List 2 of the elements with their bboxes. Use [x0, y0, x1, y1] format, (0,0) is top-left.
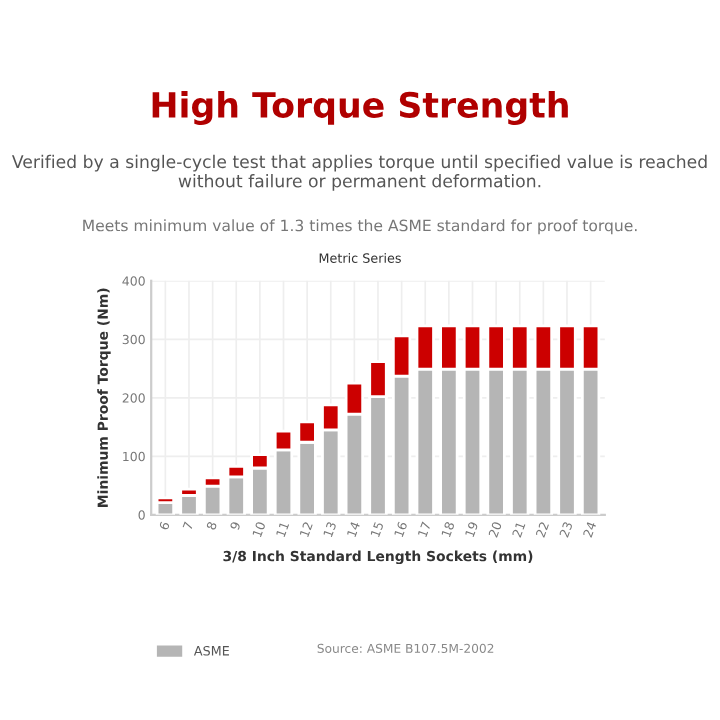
chart-title: High Torque Strength: [152, 91, 568, 125]
chart-subtitle: Verified by a single-cycle test that applies torque until specified value is reached without failure or permanent deformation.: [11, 154, 707, 191]
